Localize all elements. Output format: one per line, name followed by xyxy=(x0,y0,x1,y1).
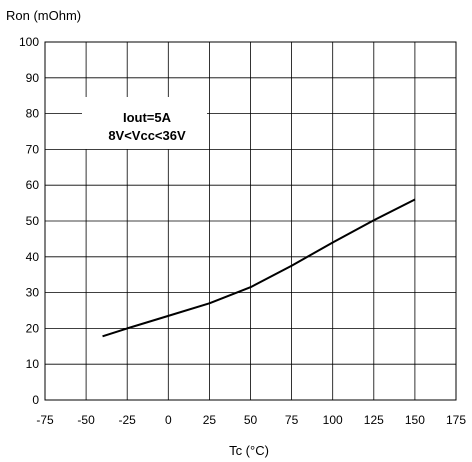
y-axis-label: Ron (mOhm) xyxy=(6,8,81,23)
grid xyxy=(44,41,457,401)
annotation-line-2: 8V<Vcc<36V xyxy=(108,128,186,143)
annotation-box: Iout=5A 8V<Vcc<36V xyxy=(82,97,207,149)
y-tick-labels: 0 10 20 30 40 50 60 70 80 90 100 xyxy=(19,35,39,407)
y-tick-label: 100 xyxy=(19,35,39,49)
x-tick-label: -75 xyxy=(36,413,54,427)
series-layer xyxy=(102,198,416,338)
x-tick-label: 100 xyxy=(323,413,343,427)
x-tick-label: 125 xyxy=(364,413,384,427)
x-tick-label: -25 xyxy=(119,413,137,427)
x-tick-labels: -75 -50 -25 0 25 50 75 100 125 150 175 xyxy=(36,413,466,427)
y-tick-label: 80 xyxy=(26,107,40,121)
y-tick-label: 50 xyxy=(26,214,40,228)
y-tick-label: 30 xyxy=(26,286,40,300)
x-tick-label: 0 xyxy=(165,413,172,427)
x-tick-label: 25 xyxy=(203,413,217,427)
y-tick-label: 10 xyxy=(26,357,40,371)
x-tick-label: 50 xyxy=(244,413,258,427)
y-tick-label: 0 xyxy=(32,393,39,407)
y-tick-label: 70 xyxy=(26,142,40,156)
series-line xyxy=(102,198,416,338)
y-tick-label: 90 xyxy=(26,71,40,85)
y-tick-label: 20 xyxy=(26,321,40,335)
y-tick-label: 60 xyxy=(26,178,40,192)
x-tick-label: -50 xyxy=(77,413,95,427)
x-tick-label: 150 xyxy=(405,413,425,427)
y-tick-label: 40 xyxy=(26,250,40,264)
x-tick-label: 75 xyxy=(285,413,299,427)
annotation-line-1: Iout=5A xyxy=(123,110,172,125)
x-tick-label: 175 xyxy=(446,413,466,427)
plot-frame xyxy=(44,41,457,401)
x-axis-label: Tc (°C) xyxy=(229,443,269,458)
